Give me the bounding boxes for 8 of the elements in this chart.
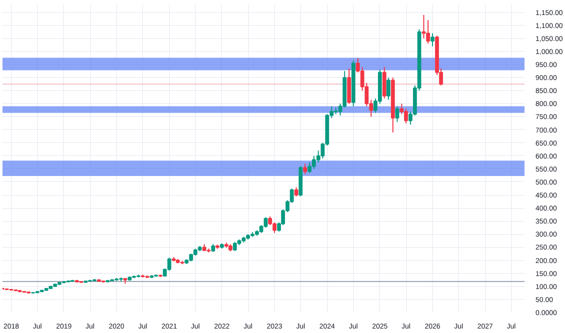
candlestick: [395, 106, 400, 122]
candlestick: [426, 20, 430, 44]
candlestick: [264, 216, 268, 228]
candlestick: [382, 66, 386, 99]
candlestick: [294, 186, 298, 197]
candlestick: [303, 163, 308, 175]
candlestick: [430, 32, 434, 47]
candlestick: [386, 77, 390, 100]
